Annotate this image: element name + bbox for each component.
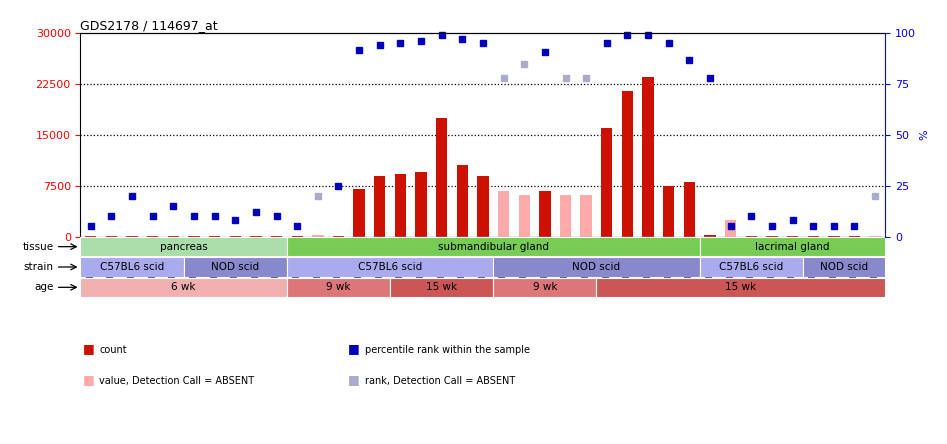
Text: 6 wk: 6 wk: [171, 282, 196, 292]
Text: 9 wk: 9 wk: [327, 282, 350, 292]
Bar: [416, 172, 427, 237]
Bar: [803, 257, 885, 277]
Bar: [188, 236, 200, 237]
Bar: [390, 278, 493, 297]
Bar: [493, 257, 700, 277]
Bar: [126, 236, 137, 237]
Bar: [519, 194, 530, 237]
Bar: [436, 118, 447, 237]
Bar: [374, 175, 385, 237]
Text: 15 wk: 15 wk: [426, 282, 457, 292]
Text: ■: ■: [82, 373, 94, 386]
Y-axis label: %: %: [919, 130, 929, 140]
Bar: [787, 236, 798, 237]
Text: lacrimal gland: lacrimal gland: [756, 242, 830, 252]
Bar: [705, 235, 716, 237]
Text: age: age: [34, 282, 54, 292]
Bar: [601, 128, 613, 237]
Bar: [80, 257, 184, 277]
Bar: [287, 278, 390, 297]
Text: NOD scid: NOD scid: [211, 262, 259, 272]
Text: NOD scid: NOD scid: [820, 262, 868, 272]
Bar: [477, 175, 489, 237]
Bar: [353, 189, 365, 237]
Bar: [597, 278, 885, 297]
Bar: [80, 237, 287, 257]
Bar: [498, 191, 509, 237]
Text: submandibular gland: submandibular gland: [438, 242, 549, 252]
Bar: [539, 191, 550, 237]
Text: C57BL6 scid: C57BL6 scid: [358, 262, 422, 272]
Bar: [700, 257, 803, 277]
Bar: [745, 236, 757, 237]
Text: 9 wk: 9 wk: [532, 282, 557, 292]
Text: NOD scid: NOD scid: [572, 262, 620, 272]
Bar: [622, 91, 634, 237]
Bar: [287, 237, 700, 257]
Text: tissue: tissue: [23, 242, 54, 252]
Text: percentile rank within the sample: percentile rank within the sample: [365, 345, 529, 355]
Bar: [684, 182, 695, 237]
Text: rank, Detection Call = ABSENT: rank, Detection Call = ABSENT: [365, 376, 515, 386]
Bar: [725, 220, 737, 237]
Text: GDS2178 / 114697_at: GDS2178 / 114697_at: [80, 19, 218, 32]
Text: C57BL6 scid: C57BL6 scid: [100, 262, 164, 272]
Bar: [560, 194, 571, 237]
Bar: [147, 236, 158, 237]
Bar: [313, 235, 324, 237]
Bar: [184, 257, 287, 277]
Text: 15 wk: 15 wk: [725, 282, 757, 292]
Bar: [700, 237, 885, 257]
Text: count: count: [99, 345, 127, 355]
Text: C57BL6 scid: C57BL6 scid: [719, 262, 783, 272]
Text: ■: ■: [348, 373, 359, 386]
Bar: [287, 257, 493, 277]
Text: ■: ■: [348, 342, 359, 355]
Bar: [456, 165, 468, 237]
Bar: [80, 278, 287, 297]
Text: pancreas: pancreas: [160, 242, 207, 252]
Text: ■: ■: [82, 342, 94, 355]
Bar: [106, 236, 117, 237]
Text: value, Detection Call = ABSENT: value, Detection Call = ABSENT: [99, 376, 255, 386]
Text: strain: strain: [24, 262, 54, 272]
Bar: [581, 194, 592, 237]
Bar: [395, 174, 406, 237]
Bar: [493, 278, 597, 297]
Bar: [642, 77, 653, 237]
Bar: [663, 186, 674, 237]
